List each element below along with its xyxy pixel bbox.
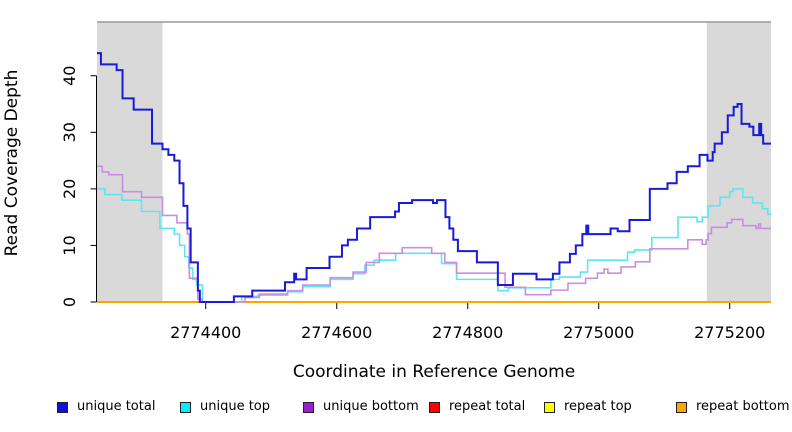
legend-swatch-repeat-top — [544, 401, 555, 413]
x-axis-title: Coordinate in Reference Genome — [293, 362, 575, 382]
y-tick-label: 20 — [60, 179, 79, 199]
series-layer — [97, 52, 771, 303]
x-tick-label: 2774600 — [301, 323, 372, 342]
axes: 0 10 20 30 40 2774400 2774600 2774800 2775000 277… — [60, 21, 771, 342]
legend-item-unique-top: unique top — [180, 398, 270, 416]
legend-item-unique-bottom: unique bottom — [303, 398, 419, 416]
legend-label: repeat total — [449, 399, 526, 414]
y-tick-label: 0 — [60, 297, 79, 307]
y-axis-title: Read Coverage Depth — [2, 70, 22, 257]
legend: unique total unique top unique bottom repea… — [0, 398, 792, 418]
series-unique-bottom — [97, 165, 771, 303]
series-unique-top — [97, 188, 771, 303]
legend-swatch-repeat-bottom — [676, 401, 687, 413]
legend-label: repeat top — [564, 399, 632, 414]
legend-item-unique-total: unique total — [57, 398, 155, 416]
legend-label: repeat bottom — [696, 399, 790, 414]
x-tick-label: 2774800 — [432, 323, 503, 342]
x-tick-label: 2775000 — [563, 323, 634, 342]
legend-label: unique top — [200, 399, 271, 414]
repeat-region-band — [706, 22, 771, 302]
y-tick-label: 30 — [60, 122, 79, 142]
repeat-region-band — [97, 22, 163, 302]
legend-label: unique total — [77, 399, 156, 414]
legend-item-repeat-top: repeat top — [544, 398, 632, 416]
y-tick-label: 40 — [60, 66, 79, 86]
legend-item-repeat-bottom: repeat bottom — [676, 398, 790, 416]
legend-item-repeat-total: repeat total — [429, 398, 525, 416]
legend-swatch-unique-top — [180, 401, 191, 413]
repeat-highlight-bands — [97, 22, 771, 302]
legend-swatch-unique-bottom — [303, 401, 314, 413]
legend-swatch-unique-total — [57, 401, 68, 413]
x-tick-label: 2774400 — [170, 323, 241, 342]
legend-swatch-repeat-total — [429, 401, 440, 413]
legend-label: unique bottom — [323, 399, 419, 414]
y-tick-label: 10 — [60, 235, 79, 255]
series-unique-total — [97, 52, 771, 303]
x-tick-label: 2775200 — [694, 323, 765, 342]
